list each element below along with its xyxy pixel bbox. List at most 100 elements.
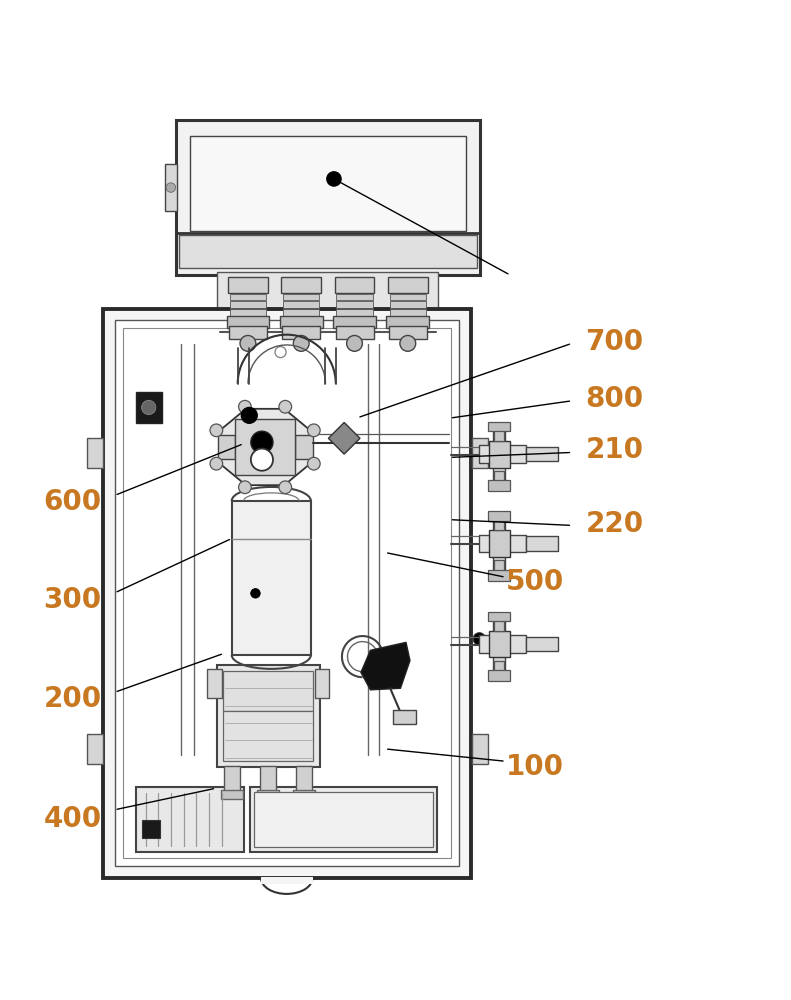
Bar [190, 136, 466, 231]
Bar [221, 790, 244, 799]
Bar [389, 326, 427, 339]
Circle shape [308, 457, 320, 470]
Bar [283, 294, 320, 300]
Bar [494, 428, 504, 441]
Bar [493, 554, 505, 571]
Bar [472, 734, 488, 764]
Bar [225, 766, 240, 791]
Bar [282, 326, 320, 339]
Text: 700: 700 [585, 328, 643, 356]
Bar [336, 301, 373, 308]
Bar [390, 317, 426, 324]
Bar [223, 671, 313, 711]
Bar [283, 317, 320, 324]
Bar [494, 618, 504, 631]
Bar [479, 635, 526, 653]
Bar [297, 766, 312, 791]
Bar [493, 618, 505, 635]
Bar [293, 790, 316, 799]
Bar [218, 435, 235, 459]
Circle shape [308, 424, 320, 437]
Bar [335, 277, 374, 293]
Bar [255, 792, 433, 847]
Circle shape [251, 449, 273, 471]
Circle shape [241, 407, 257, 423]
Bar [390, 294, 426, 300]
Circle shape [327, 172, 341, 186]
Bar [479, 535, 526, 552]
Bar [489, 441, 510, 468]
Text: 400: 400 [44, 805, 101, 833]
Circle shape [293, 335, 309, 351]
Bar [260, 766, 276, 791]
Circle shape [142, 400, 156, 415]
Bar [494, 560, 504, 571]
Bar [250, 787, 437, 852]
Bar [176, 120, 480, 275]
Polygon shape [219, 409, 312, 485]
Polygon shape [361, 642, 410, 690]
Bar [123, 328, 451, 858]
Bar [479, 445, 526, 463]
Bar [217, 665, 320, 767]
Text: 500: 500 [506, 568, 565, 596]
Bar [207, 669, 221, 698]
Bar [136, 787, 244, 852]
Bar [226, 316, 269, 328]
Bar [488, 570, 510, 581]
Bar [335, 326, 373, 339]
Bar [257, 790, 279, 799]
Bar [488, 422, 510, 431]
Bar [493, 517, 505, 535]
Bar [87, 734, 103, 764]
Bar [165, 164, 177, 211]
Text: 300: 300 [44, 586, 101, 614]
Text: 800: 800 [585, 385, 643, 413]
Bar [232, 501, 311, 655]
Polygon shape [328, 422, 360, 454]
Circle shape [251, 589, 260, 598]
Bar [103, 309, 471, 878]
Circle shape [239, 400, 252, 413]
Bar [115, 320, 459, 866]
Bar [336, 309, 373, 316]
Circle shape [400, 335, 416, 351]
Bar [494, 661, 504, 672]
Bar [488, 670, 510, 681]
Bar [493, 464, 505, 482]
Bar [336, 317, 373, 324]
Bar [315, 669, 329, 698]
Bar [392, 710, 416, 724]
Bar [218, 272, 438, 343]
Text: 100: 100 [506, 753, 564, 781]
Text: 200: 200 [44, 685, 101, 713]
Bar [282, 277, 321, 293]
Bar [136, 392, 162, 423]
Circle shape [275, 347, 286, 358]
Bar [493, 654, 505, 672]
Bar [283, 301, 320, 308]
Circle shape [166, 183, 176, 192]
Bar [387, 316, 430, 328]
Bar [179, 235, 477, 268]
Bar [472, 438, 488, 468]
Text: 210: 210 [585, 436, 643, 464]
Bar [223, 711, 313, 761]
Bar [229, 301, 266, 308]
Bar [280, 316, 323, 328]
Bar [488, 511, 510, 521]
Bar [488, 480, 510, 491]
Bar [526, 536, 558, 551]
Circle shape [279, 400, 292, 413]
Circle shape [239, 481, 252, 494]
Bar [295, 435, 312, 459]
Circle shape [473, 633, 486, 645]
Text: 220: 220 [585, 510, 643, 538]
Circle shape [210, 424, 223, 437]
Text: 600: 600 [44, 488, 101, 516]
Bar [229, 309, 266, 316]
Bar [489, 530, 510, 557]
Bar [390, 301, 426, 308]
Bar [235, 419, 295, 475]
Circle shape [251, 431, 273, 453]
